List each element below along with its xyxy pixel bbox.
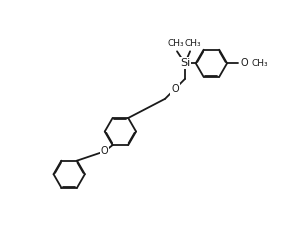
- Text: CH₃: CH₃: [167, 39, 184, 48]
- Text: Si: Si: [180, 58, 190, 68]
- Text: CH₃: CH₃: [251, 59, 268, 68]
- Text: O: O: [240, 58, 248, 68]
- Text: O: O: [101, 146, 108, 156]
- Text: CH₃: CH₃: [185, 39, 201, 48]
- Text: O: O: [171, 84, 179, 94]
